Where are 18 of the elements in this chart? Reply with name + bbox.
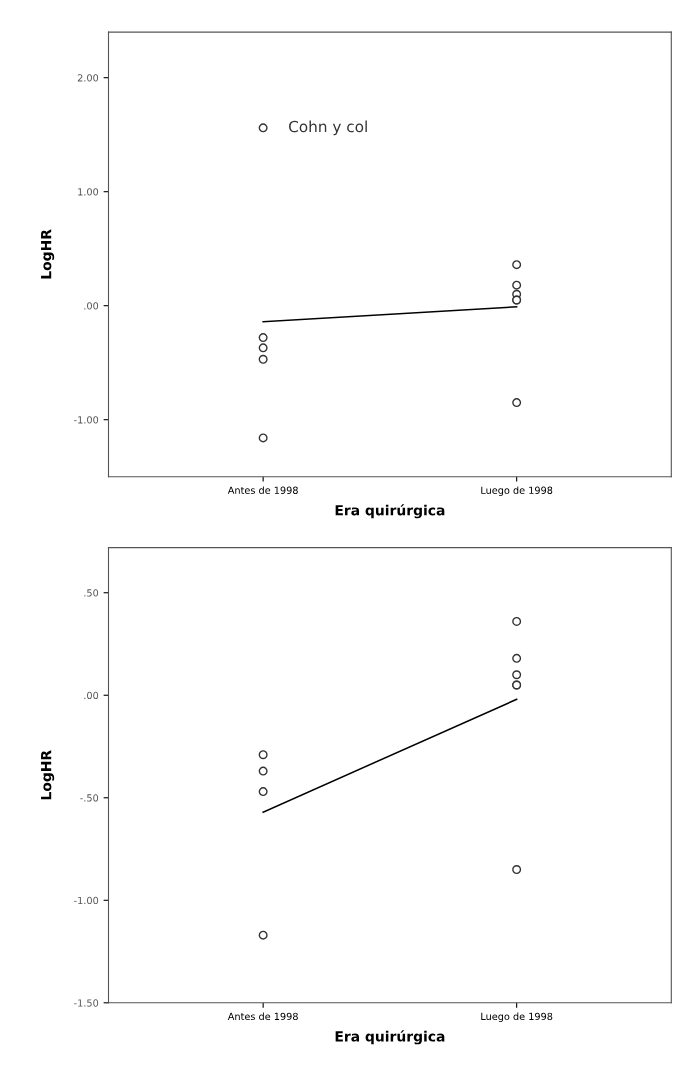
x-tick-label: Antes de 1998	[227, 1012, 298, 1021]
y-tick-label: .50	[84, 589, 99, 597]
y-tick-label: 2.00	[77, 74, 99, 82]
y-tick-label: -1.50	[74, 999, 99, 1007]
annotation: Cohn y col	[289, 120, 367, 136]
x-tick-label: Luego de 1998	[481, 1012, 553, 1022]
y-axis-title: LogHR	[41, 229, 55, 279]
y-axis-title: LogHR	[41, 750, 55, 800]
y-tick-label: -1.00	[74, 896, 99, 905]
x-axis-title: Era quirúrgica	[335, 1030, 445, 1045]
y-tick-label: -1.00	[74, 416, 99, 424]
y-tick-label: -.50	[80, 794, 99, 802]
x-tick-label: Luego de 1998	[481, 486, 553, 496]
y-tick-label: .00	[84, 691, 99, 700]
y-tick-label: 1.00	[78, 188, 99, 196]
x-tick-label: Antes de 1998	[227, 486, 298, 494]
y-tick-label: .00	[84, 302, 99, 310]
x-axis-title: Era quirúrgica	[335, 504, 445, 519]
